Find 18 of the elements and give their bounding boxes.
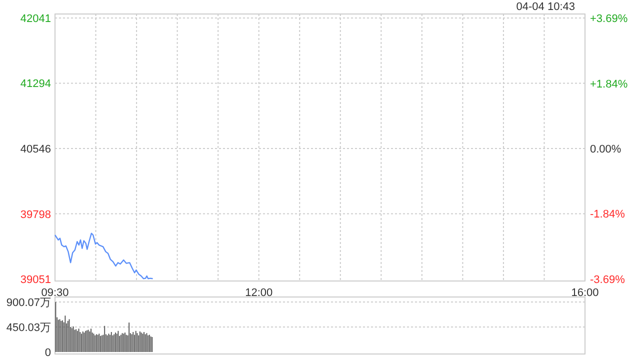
y-tick-label: 900.07万 — [6, 297, 51, 309]
y2-tick-label: +3.69% — [590, 13, 628, 25]
y-tick-label: 39798 — [20, 208, 51, 221]
y-tick-label: 450.03万 — [6, 322, 51, 334]
text: 04-04 10:43 — [516, 1, 575, 13]
x-tick-label: 12:00 — [245, 287, 273, 299]
y2-tick-label: 0.00% — [590, 144, 622, 156]
y2-tick-label: -3.69% — [590, 274, 626, 286]
y-tick-label: 0 — [44, 347, 51, 359]
x-tick-label: 16:00 — [571, 287, 599, 299]
line-series — [54, 232, 154, 280]
y-tick-label: 40546 — [20, 144, 51, 156]
y2-tick-label: +1.84% — [590, 78, 628, 90]
y-tick-label: 42041 — [20, 13, 51, 25]
y2-tick-label: -1.84% — [590, 208, 626, 221]
x-tick-label: 09:30 — [41, 287, 69, 299]
y-tick-label: 41294 — [20, 78, 51, 90]
y-tick-label: 39051 — [20, 274, 51, 286]
